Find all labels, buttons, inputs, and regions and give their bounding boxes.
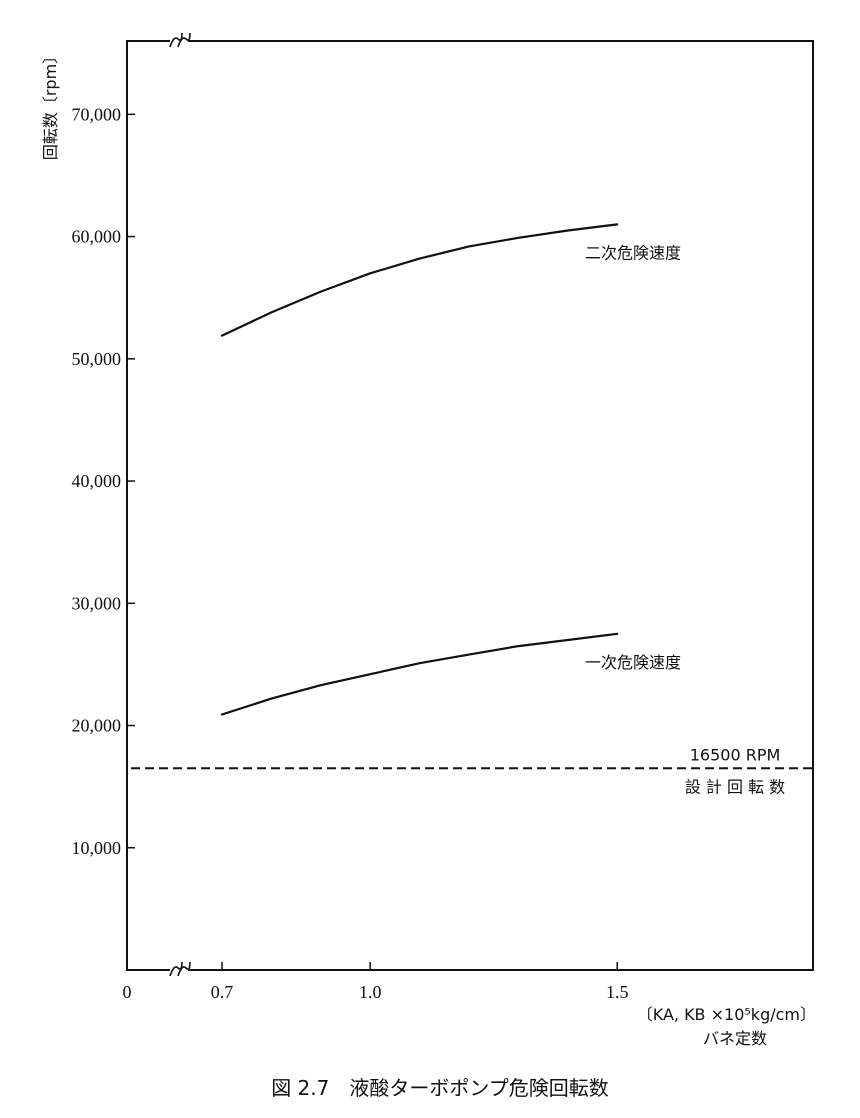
y-axis-ticks: 10,000 20,000 30,000 40,000 50,000 60,000 70,0… bbox=[72, 104, 135, 858]
design-speed-value: 16500 RPM bbox=[690, 745, 781, 764]
reference-layer: 16500 RPM 設 計 回 転 数 bbox=[131, 745, 813, 796]
figure-caption: 図 2.7 液酸ターボポンプ危険回転数 bbox=[271, 1076, 609, 1100]
axis-break-top bbox=[169, 32, 191, 48]
x-axis-ticks: 0 0.7 1.0 1.5 bbox=[123, 962, 629, 1002]
axis-break-bottom bbox=[169, 961, 191, 977]
y-tick-label: 50,000 bbox=[72, 349, 122, 369]
y-tick-label: 20,000 bbox=[72, 716, 122, 736]
y-tick-label: 10,000 bbox=[72, 838, 122, 858]
design-speed-caption: 設 計 回 転 数 bbox=[685, 777, 785, 796]
series-label-2: 一次危険速度 bbox=[585, 653, 681, 672]
x-axis-label: バネ定数 bbox=[703, 1029, 767, 1048]
x-axis-unit-label: 〔KA, KB ×10⁵kg/cm〕 bbox=[637, 1005, 816, 1024]
plot-frame bbox=[126, 40, 814, 971]
y-tick-label: 70,000 bbox=[72, 104, 122, 124]
x-tick-label: 1.0 bbox=[359, 982, 382, 1002]
series-line-2 bbox=[220, 632, 619, 716]
series-line-1 bbox=[220, 223, 619, 337]
series-label-1: 二次危険速度 bbox=[585, 243, 681, 262]
y-axis-label: 回転数〔rpm〕 bbox=[41, 48, 60, 160]
x-tick-label: 0 bbox=[123, 982, 132, 1002]
y-tick-label: 30,000 bbox=[72, 593, 122, 613]
y-tick-label: 40,000 bbox=[72, 471, 122, 491]
y-tick-label: 60,000 bbox=[72, 227, 122, 247]
x-tick-label: 0.7 bbox=[211, 982, 234, 1002]
x-tick-label: 1.5 bbox=[606, 982, 629, 1002]
